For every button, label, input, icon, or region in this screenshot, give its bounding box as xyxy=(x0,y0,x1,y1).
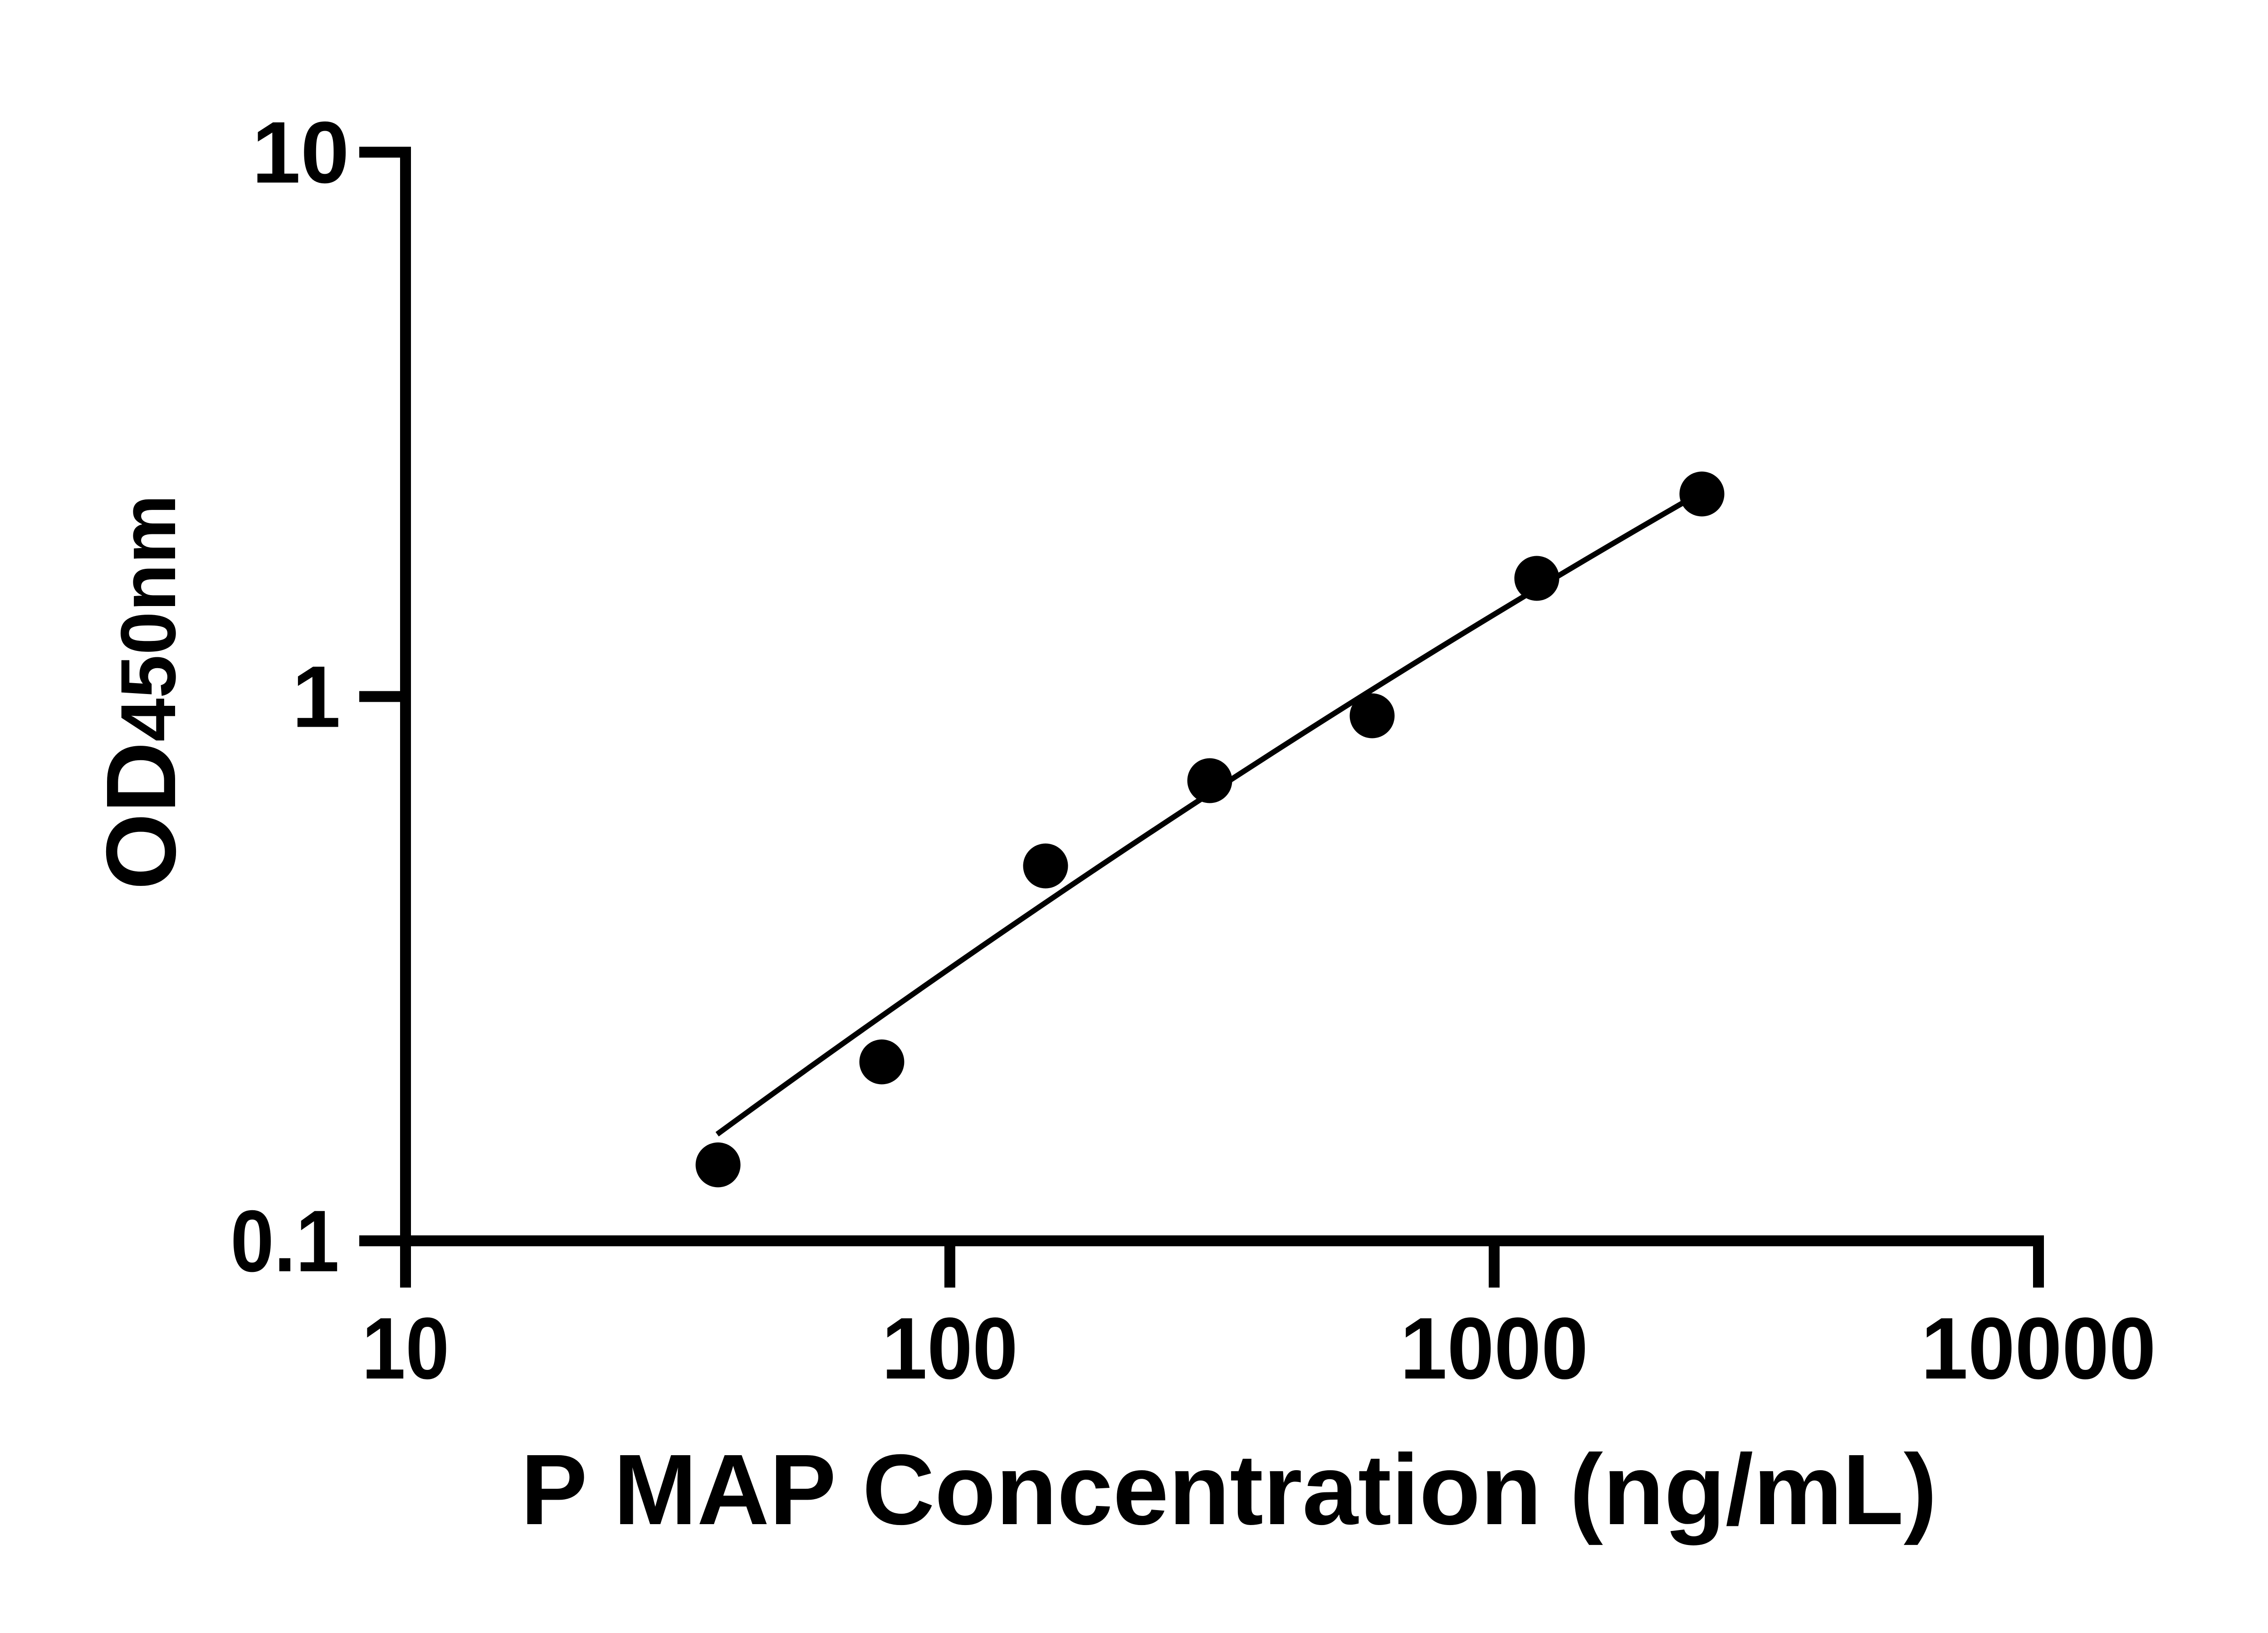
svg-text:10000: 10000 xyxy=(1921,1299,2156,1397)
svg-text:100: 100 xyxy=(882,1299,1018,1397)
svg-text:1: 1 xyxy=(292,648,341,746)
svg-text:OD450nm: OD450nm xyxy=(86,494,196,890)
svg-text:1000: 1000 xyxy=(1400,1299,1589,1397)
svg-text:0.1: 0.1 xyxy=(230,1192,339,1290)
svg-text:P MAP Concentration (ng/mL): P MAP Concentration (ng/mL) xyxy=(521,1433,1937,1545)
svg-text:10: 10 xyxy=(252,103,349,201)
svg-text:10: 10 xyxy=(362,1299,450,1397)
